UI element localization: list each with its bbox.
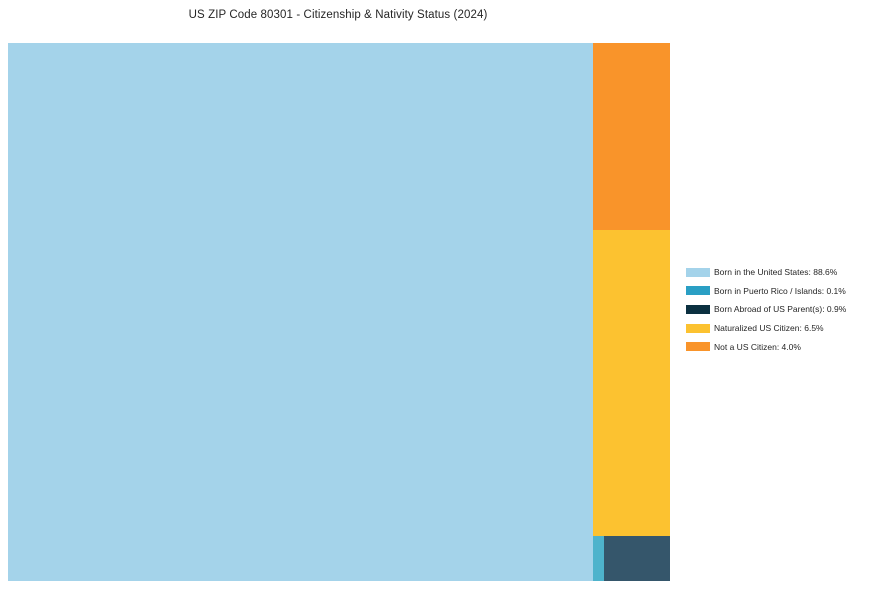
legend-swatch-icon [686,267,710,277]
treemap-tile[interactable]: Not a US Citizen [593,43,670,230]
treemap-tile[interactable]: Born in the United States [8,43,593,581]
treemap-tile[interactable]: Naturalized US Citizen [593,230,670,536]
legend-label: Naturalized US Citizen: 6.5% [714,323,824,334]
legend-item[interactable]: Naturalized US Citizen: 6.5% [686,319,886,338]
legend-item[interactable]: Born in the United States: 88.6% [686,263,886,282]
legend-item[interactable]: Born Abroad of US Parent(s): 0.9% [686,300,886,319]
legend-label: Not a US Citizen: 4.0% [714,341,801,352]
treemap-tile[interactable]: Born Abroad of US Parent(s) [604,536,670,581]
legend-swatch-icon [686,323,710,333]
legend-swatch-icon [686,286,710,296]
legend-item[interactable]: Born in Puerto Rico / Islands: 0.1% [686,282,886,301]
legend-label: Born in Puerto Rico / Islands: 0.1% [714,285,846,296]
treemap-tile[interactable]: Born in Puerto Rico / Islands [593,536,604,581]
treemap-plot-area: Born in the United StatesNot a US Citize… [8,43,670,581]
chart-title: US ZIP Code 80301 - Citizenship & Nativi… [188,9,488,21]
legend-swatch-icon [686,342,710,352]
chart-legend: Born in the United States: 88.6% Born in … [686,263,886,356]
legend-item[interactable]: Not a US Citizen: 4.0% [686,337,886,356]
legend-swatch-icon [686,304,710,314]
legend-label: Born in the United States: 88.6% [714,267,838,278]
legend-label: Born Abroad of US Parent(s): 0.9% [714,304,847,315]
